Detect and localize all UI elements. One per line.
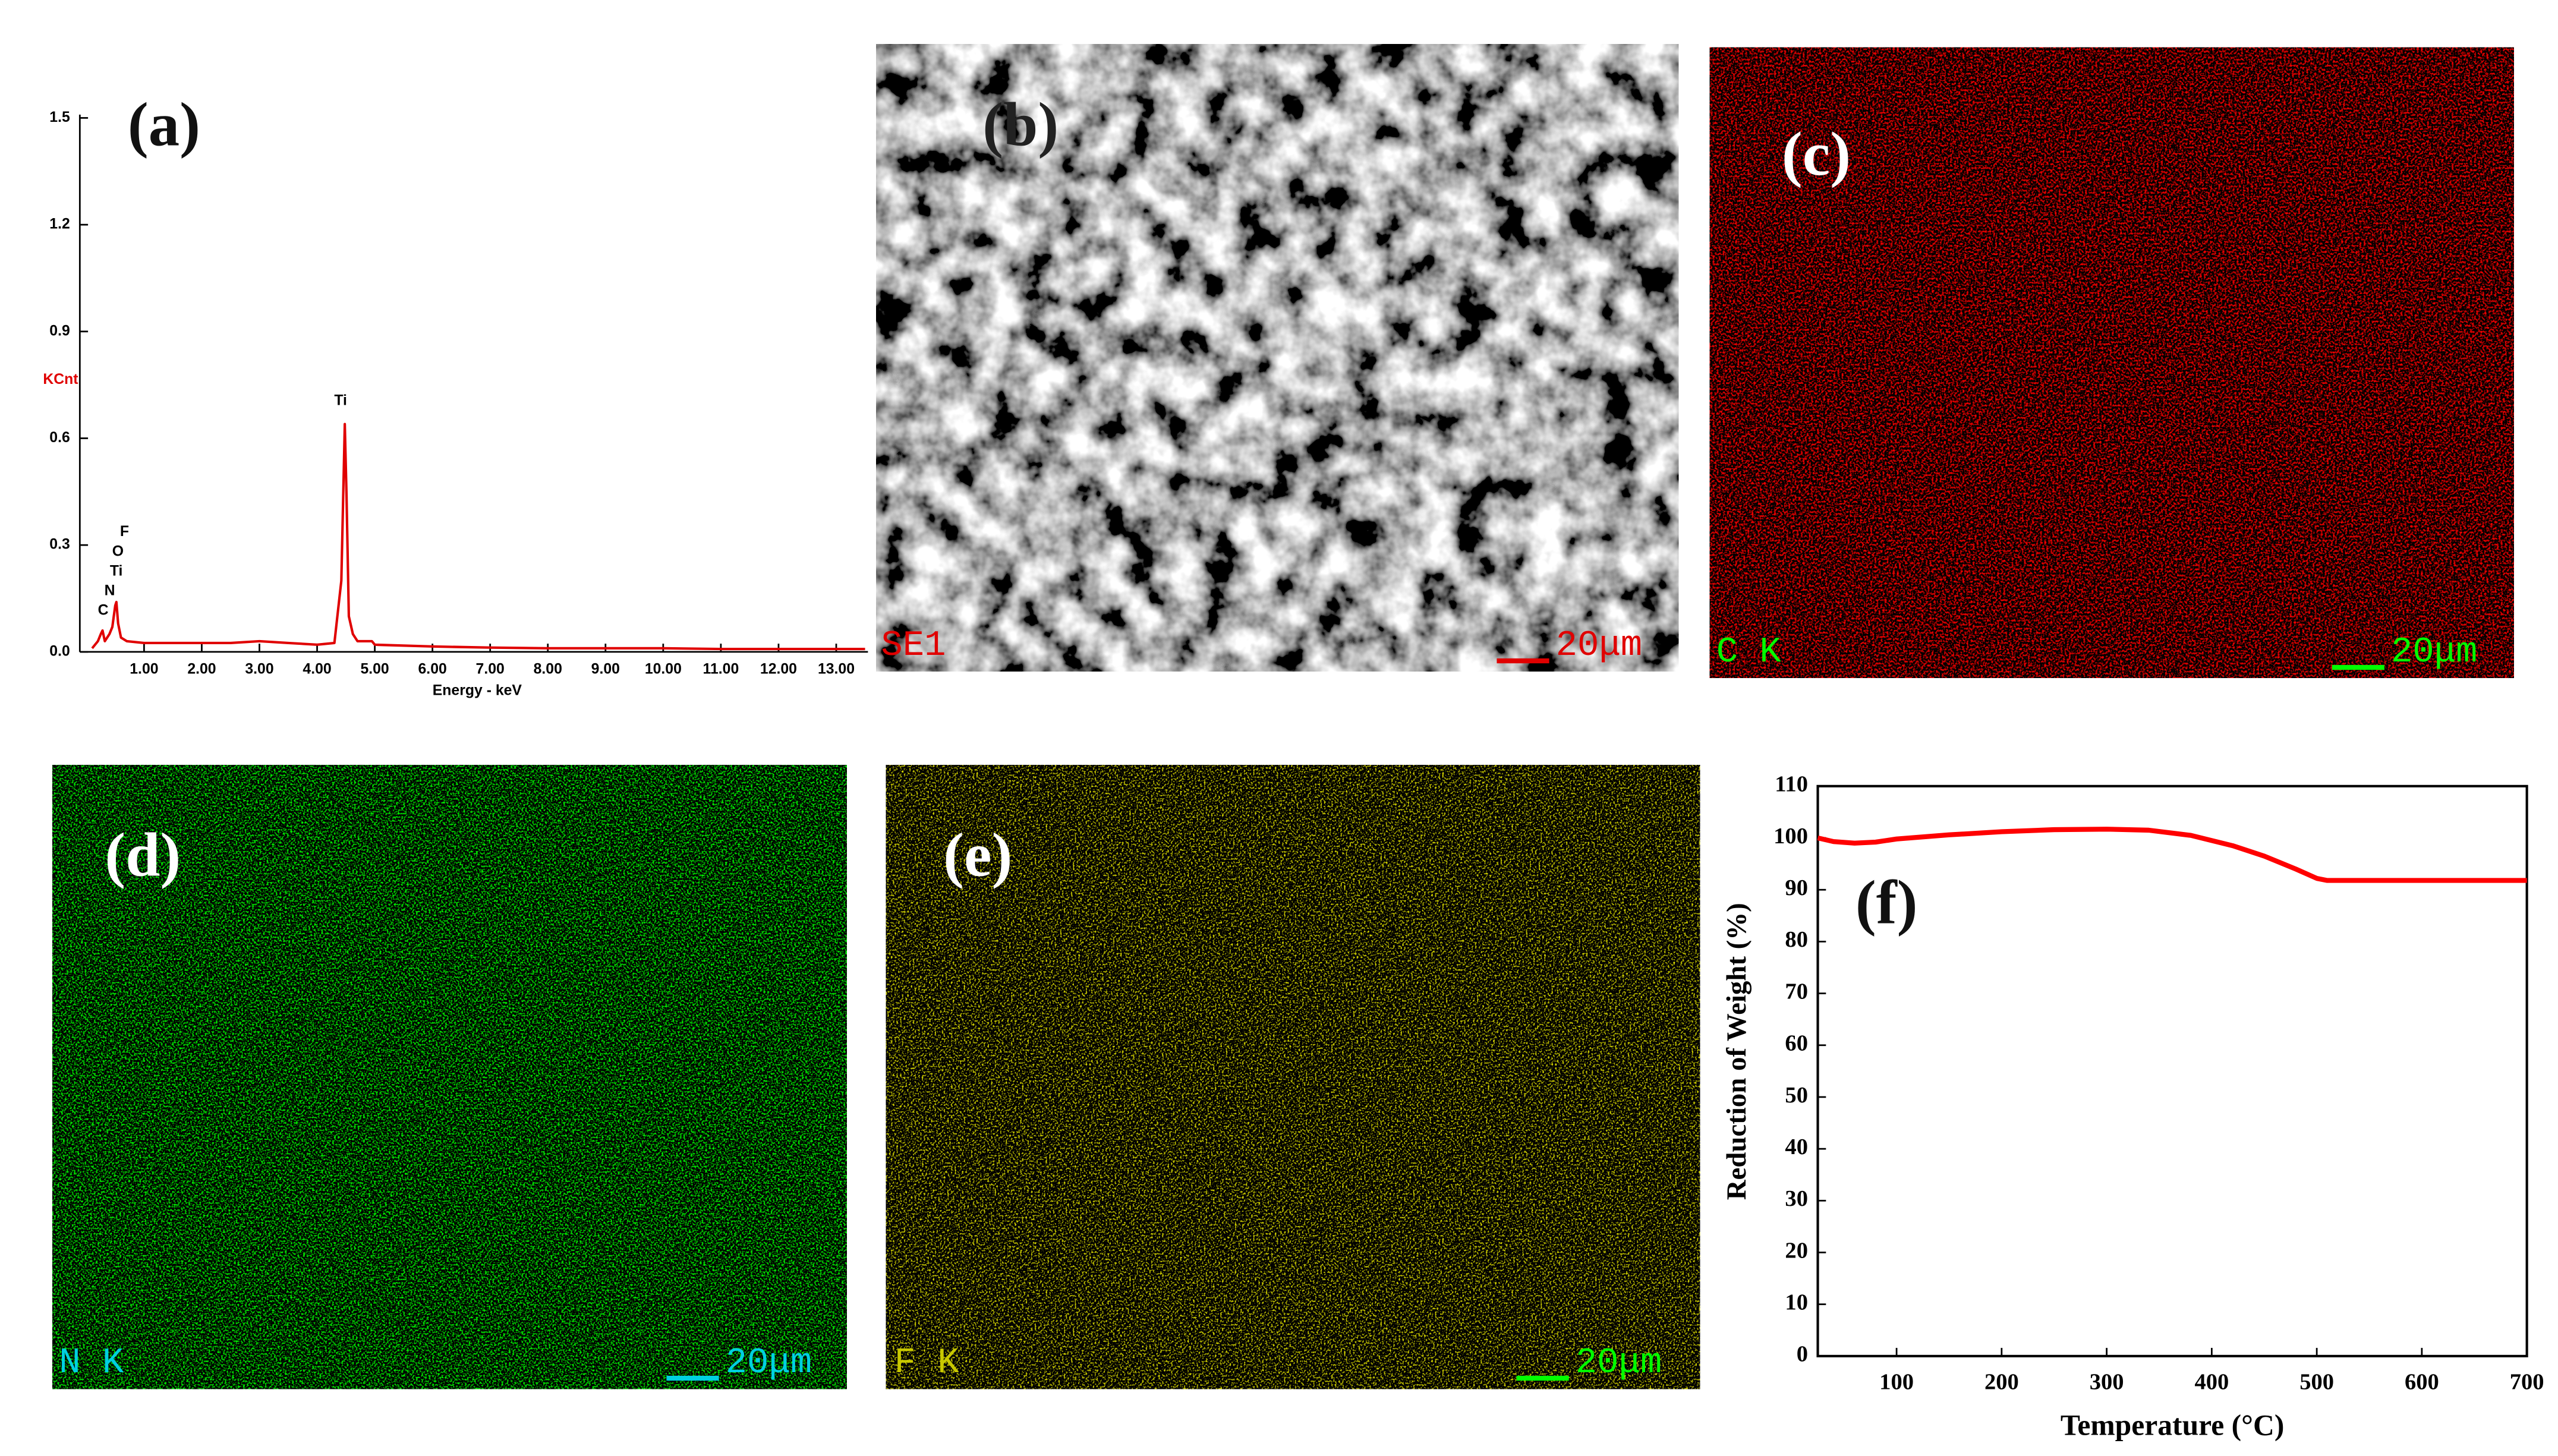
x-tick-label: 200 — [1984, 1370, 2019, 1395]
chart: 0.0 0.3 0.6 0.9 1.2 1.5 1.00 2.00 3.00 4.00 5.00 6.… — [43, 90, 868, 699]
x-tick-label: 11.00 — [703, 661, 739, 677]
x-tick-label: 13.00 — [818, 661, 855, 677]
peak-label: O — [112, 543, 124, 559]
panel-label: (a) — [128, 90, 200, 159]
map-e — [886, 765, 1700, 1389]
y-tick-label: 1.5 — [49, 109, 70, 125]
sem-image — [876, 44, 1679, 672]
y-tick-label: 10 — [1785, 1290, 1808, 1315]
y-tick-label: 90 — [1785, 875, 1808, 900]
x-tick-label: 4.00 — [303, 661, 331, 677]
y-tick-label: 110 — [1775, 772, 1808, 797]
image-d: (d) N K 20μm — [52, 765, 847, 1389]
x-tick-label: 5.00 — [360, 661, 389, 677]
map-c — [1709, 47, 2514, 678]
scale-label: 20μm — [1576, 1343, 1662, 1383]
channel-label: SE1 — [881, 626, 946, 666]
peak-label: C — [98, 602, 109, 618]
x-tick-label: 1.00 — [130, 661, 158, 677]
image-b: (b) SE1 20μm — [876, 44, 1679, 672]
x-tick-label: 7.00 — [476, 661, 505, 677]
x-tick-label: 500 — [2299, 1370, 2334, 1395]
peak-label: Ti — [334, 393, 347, 409]
peak-label: N — [105, 582, 115, 598]
plot-frame — [1816, 784, 2528, 1357]
y-tick-label: 0.6 — [49, 430, 70, 446]
y-tick-label: 0.0 — [49, 643, 70, 659]
panel-label: (e) — [943, 821, 1012, 890]
y-tick-label: 0.3 — [49, 537, 70, 553]
y-tick-label: 20 — [1785, 1238, 1808, 1263]
y-tick-label: 50 — [1785, 1083, 1808, 1108]
map-d — [52, 765, 847, 1389]
channel-label: C K — [1716, 632, 1782, 673]
x-tick-label: 700 — [2510, 1370, 2544, 1395]
channel-label: N K — [59, 1343, 124, 1383]
x-axis-label: Temperature (°C) — [2061, 1409, 2285, 1442]
peak-label: F — [120, 524, 129, 540]
data-line — [1817, 827, 2527, 883]
x-tick-label: 3.00 — [245, 661, 273, 677]
x-tick-label: 10.00 — [645, 661, 682, 677]
panel-label: (f) — [1856, 868, 1918, 937]
scale-label: 20μm — [2391, 632, 2477, 673]
y-axis-label: KCnt — [43, 371, 78, 387]
channel-label: F K — [894, 1343, 959, 1383]
y-axis-label: Reduction of Weight (%) — [1721, 903, 1752, 1200]
x-tick-label: 2.00 — [187, 661, 216, 677]
data-line — [91, 423, 865, 651]
y-tick-label: 70 — [1785, 979, 1808, 1004]
x-tick-label: 600 — [2405, 1370, 2439, 1395]
panel-label: (b) — [982, 90, 1059, 159]
image-e: (e) F K 20μm — [886, 765, 1700, 1389]
scale-label: 20μm — [1556, 626, 1642, 666]
y-tick-label: 100 — [1773, 824, 1808, 849]
scale-bar — [1516, 1375, 1569, 1381]
x-tick-label: 300 — [2090, 1370, 2124, 1395]
y-tick-label: 60 — [1785, 1031, 1808, 1056]
scale-bar — [2332, 664, 2384, 670]
scale-bar — [1497, 658, 1549, 664]
x-tick-label: 400 — [2194, 1370, 2229, 1395]
scale-bar — [666, 1375, 719, 1381]
y-tick-label: 30 — [1785, 1186, 1808, 1211]
x-tick-label: 8.00 — [534, 661, 562, 677]
x-tick-label: 6.00 — [418, 661, 447, 677]
x-tick-label: 12.00 — [760, 661, 797, 677]
scale-label: 20μm — [726, 1343, 812, 1383]
y-tick-label: 80 — [1785, 927, 1808, 952]
chart: 0 10 20 30 40 50 60 70 80 90 100 110 100 200 300 400 500… — [1721, 772, 2544, 1442]
y-tick-label: 0.9 — [49, 323, 70, 339]
y-tick-label: 1.2 — [49, 216, 70, 232]
panel-label: (d) — [105, 821, 181, 890]
y-tick-label: 40 — [1785, 1134, 1808, 1159]
x-tick-label: 9.00 — [591, 661, 620, 677]
x-axis-label: Energy - keV — [433, 683, 522, 699]
x-tick-label: 100 — [1879, 1370, 1914, 1395]
panel-label: (c) — [1782, 119, 1851, 188]
y-tick-label: 0 — [1797, 1342, 1808, 1367]
image-c: (c) C K 20μm — [1709, 47, 2514, 678]
peak-label: Ti — [110, 563, 123, 579]
